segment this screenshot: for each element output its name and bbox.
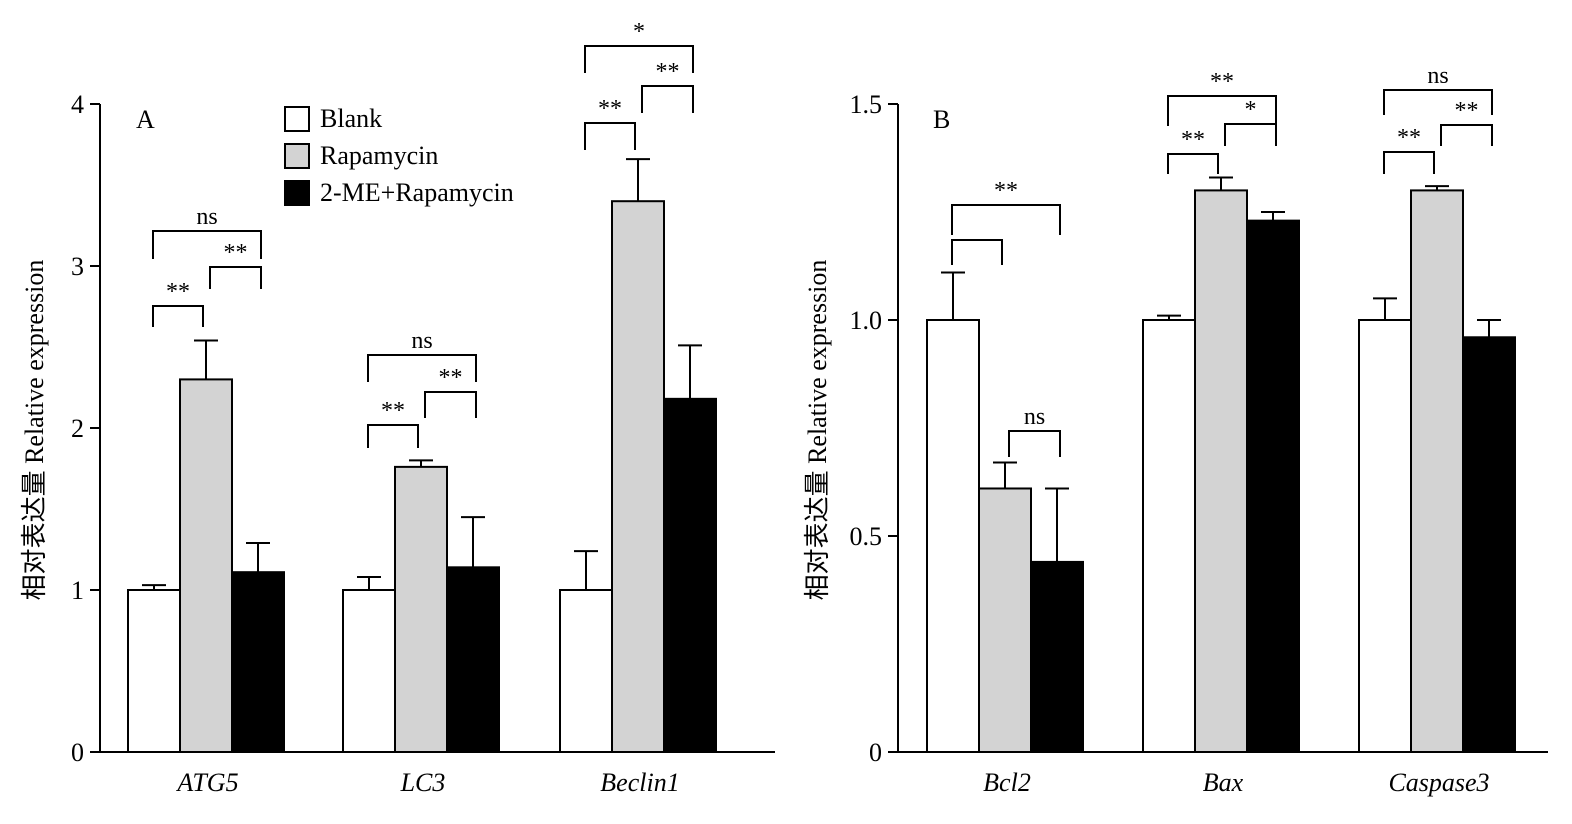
panel-a-y-tick-label: 3 [71, 252, 84, 281]
panel-b-significance-label: ns [1427, 63, 1448, 89]
panel-a-significance-label: ** [224, 240, 248, 266]
panel-b-significance-label: ** [1455, 98, 1479, 124]
panel-a-bar-rapamycin [611, 200, 665, 753]
panel-a-bar-2me-rapamycin [663, 397, 717, 753]
panel-b-significance-bracket [1383, 89, 1493, 115]
panel-b-bar-rapamycin [1410, 189, 1464, 753]
panel-a-y-tick-label: 1 [71, 576, 84, 605]
panel-b-significance-label: ** [1397, 125, 1421, 151]
panel-b-bar-blank [926, 319, 980, 753]
panel-a: A 相对表达量 Relative expression Blank Rapamy… [20, 19, 775, 797]
panel-b-y-tick-label: 1.5 [850, 90, 883, 119]
panel-a-significance-label: ** [381, 398, 405, 424]
panel-b: B 相对表达量 Relative expression 0 0.5 1.0 1.5 Bc… [803, 63, 1548, 797]
panel-a-y-tick-label: 0 [71, 738, 84, 767]
panel-a-bar-2me-rapamycin [446, 566, 500, 753]
panel-a-significance-label: * [633, 19, 645, 45]
panel-a-significance-label: ** [439, 365, 463, 391]
panel-a-bar-rapamycin [394, 465, 448, 753]
panel-b-bar-rapamycin [978, 487, 1032, 753]
panel-b-significance-bracket [1008, 430, 1061, 457]
panel-b-significance-bracket [951, 204, 1061, 235]
panel-b-bar-blank [1358, 319, 1412, 753]
legend-label-2me-rapamycin: 2-ME+Rapamycin [320, 178, 514, 207]
panel-b-bar-2me-rapamycin [1462, 336, 1516, 753]
panel-a-x-tick-label: LC3 [400, 768, 446, 797]
legend-label-blank: Blank [320, 104, 382, 133]
panel-a-significance-bracket [367, 424, 419, 448]
panel-a-y-tick-label: 4 [71, 90, 84, 119]
panel-b-x-tick-label: Bax [1203, 768, 1244, 797]
panel-a-significance-label: ** [166, 279, 190, 305]
legend-swatch-rapamycin [284, 143, 310, 169]
panel-b-significance-bracket [1167, 95, 1277, 126]
panel-a-significance-bracket [209, 266, 262, 289]
panel-b-bar-rapamycin [1194, 189, 1248, 753]
panel-a-significance-label: ns [196, 204, 217, 230]
panel-b-bar-2me-rapamycin [1246, 219, 1300, 753]
panel-b-significance-bracket [1440, 124, 1493, 146]
panel-a-significance-bracket [152, 230, 262, 259]
panel-a-significance-label: ** [598, 96, 622, 122]
panel-a-x-tick-label: Beclin1 [600, 768, 679, 797]
panel-a-bar-blank [559, 589, 613, 753]
legend-item-blank: Blank [284, 104, 382, 133]
panel-a-bar-blank [127, 589, 181, 753]
legend-item-2me-rapamycin: 2-ME+Rapamycin [284, 178, 514, 207]
legend-swatch-2me-rapamycin [284, 180, 310, 206]
panel-a-significance-bracket [584, 45, 694, 73]
panel-a-x-tick-label: ATG5 [175, 768, 238, 797]
panel-b-bar-2me-rapamycin [1030, 560, 1084, 753]
panel-a-bar-blank [342, 589, 396, 753]
panel-a-significance-label: ** [656, 59, 680, 85]
panel-b-significance-bracket [1383, 151, 1435, 174]
panel-b-significance-label: * [1245, 97, 1257, 123]
panel-b-significance-bracket [1224, 123, 1277, 146]
panel-b-significance-label: ** [994, 178, 1018, 204]
panel-a-significance-bracket [367, 354, 477, 382]
panel-b-y-tick-label: 0.5 [850, 522, 883, 551]
panel-b-significance-label: ** [1181, 127, 1205, 153]
legend-swatch-blank [284, 106, 310, 132]
panel-a-bar-rapamycin [179, 378, 233, 753]
panel-b-y-tick-label: 0 [869, 738, 882, 767]
panel-a-label: A [136, 105, 155, 134]
panel-b-significance-bracket [1167, 153, 1219, 174]
panel-a-y-tick-label: 2 [71, 414, 84, 443]
legend: Blank Rapamycin 2-ME+Rapamycin [284, 104, 514, 207]
panel-b-significance-label: ** [1210, 69, 1234, 95]
legend-label-rapamycin: Rapamycin [320, 141, 438, 170]
panel-b-y-tick-label: 1.0 [850, 306, 883, 335]
panel-a-y-axis-label: 相对表达量 Relative expression [20, 260, 49, 601]
panel-b-significance-bracket [951, 239, 1003, 265]
panel-a-significance-bracket [152, 305, 204, 327]
panel-b-bar-blank [1142, 319, 1196, 753]
legend-item-rapamycin: Rapamycin [284, 141, 438, 170]
panel-b-significance-label: ns [1024, 404, 1045, 430]
panel-a-significance-label: ns [411, 328, 432, 354]
panel-a-significance-bracket [584, 122, 636, 150]
panel-b-x-tick-label: Bcl2 [983, 768, 1031, 797]
panel-b-x-tick-label: Caspase3 [1388, 768, 1489, 797]
panel-b-label: B [933, 105, 950, 134]
panel-b-y-axis-label: 相对表达量 Relative expression [803, 260, 832, 601]
panel-a-significance-bracket [424, 391, 477, 418]
panel-a-bar-2me-rapamycin [231, 571, 285, 753]
panel-a-significance-bracket [641, 85, 694, 113]
